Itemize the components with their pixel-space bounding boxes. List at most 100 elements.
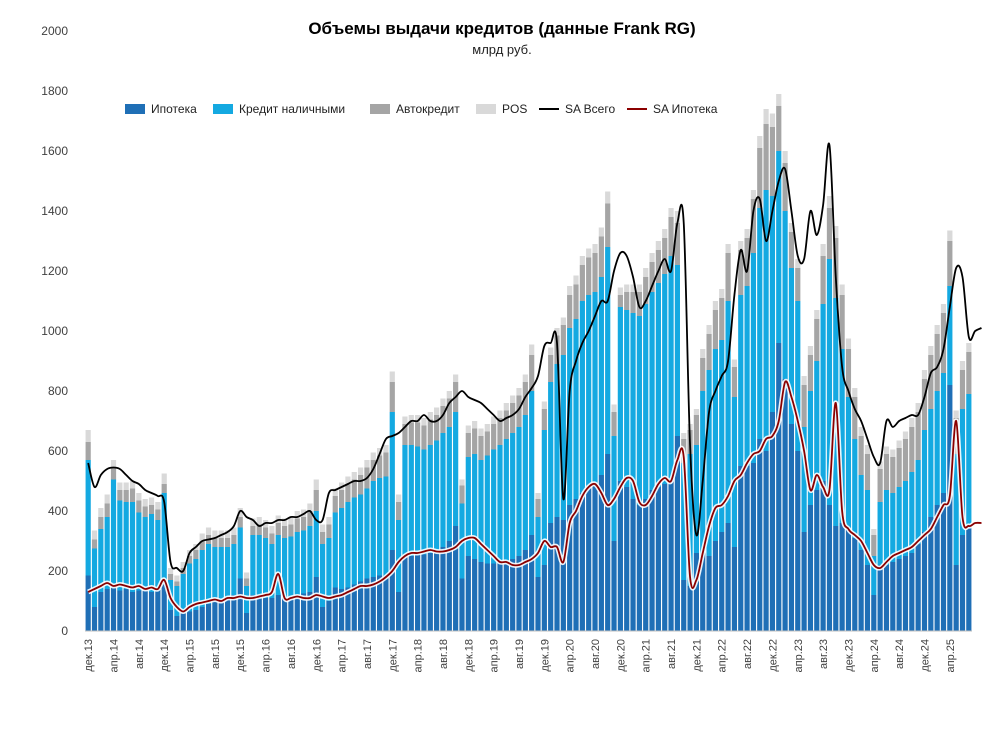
x-tick-label: авг.24: [894, 639, 906, 669]
bar-avtokredit: [598, 236, 604, 277]
bar-pos: [731, 359, 738, 367]
x-tick-label: авг.21: [666, 639, 678, 669]
bar-kredit-nalichnymi: [491, 449, 497, 564]
bar-avtokredit: [655, 250, 661, 283]
bar-kredit-nalichnymi: [370, 481, 376, 577]
bar-pos: [294, 511, 300, 519]
bar-pos: [250, 518, 256, 526]
bar-pos: [959, 361, 966, 370]
bar-avtokredit: [674, 223, 680, 265]
bar-pos: [123, 482, 129, 490]
bar-kredit-nalichnymi: [421, 449, 427, 555]
bar-ipoteka: [719, 532, 725, 631]
bar-avtokredit: [586, 257, 592, 295]
bar-avtokredit: [224, 538, 231, 547]
bar-kredit-nalichnymi: [738, 295, 744, 466]
x-tick-label: апр.20: [565, 639, 577, 672]
bar-avtokredit: [883, 454, 890, 490]
bar-pos: [668, 208, 674, 217]
bar-kredit-nalichnymi: [852, 439, 858, 538]
bar-avtokredit: [186, 556, 193, 564]
bar-pos: [630, 284, 636, 292]
bar-ipoteka: [725, 523, 731, 631]
bar-ipoteka: [598, 475, 604, 631]
bar-ipoteka: [605, 454, 611, 631]
bar-ipoteka: [332, 587, 338, 631]
bar-ipoteka: [877, 565, 883, 631]
bar-kredit-nalichnymi: [940, 373, 947, 493]
bar-kredit-nalichnymi: [611, 436, 617, 541]
bar-avtokredit: [396, 502, 402, 520]
bar-kredit-nalichnymi: [110, 479, 117, 588]
bar-kredit-nalichnymi: [871, 556, 877, 595]
bar-kredit-nalichnymi: [763, 190, 769, 451]
bar-kredit-nalichnymi: [826, 259, 833, 505]
bar-avtokredit: [351, 479, 357, 498]
bar-ipoteka: [757, 439, 763, 631]
bar-pos: [744, 229, 750, 238]
bar-ipoteka: [148, 592, 155, 631]
bar-avtokredit: [402, 424, 408, 445]
bar-pos: [611, 404, 617, 412]
x-tick-label: апр.16: [261, 639, 273, 672]
bar-kredit-nalichnymi: [313, 511, 319, 577]
bar-avtokredit: [864, 454, 871, 490]
bar-pos: [243, 572, 250, 579]
bar-ipoteka: [731, 547, 738, 631]
bar-avtokredit: [155, 509, 161, 520]
bar-kredit-nalichnymi: [548, 382, 554, 523]
bar-kredit-nalichnymi: [275, 535, 281, 595]
bar-ipoteka: [313, 577, 319, 631]
x-tick-label: авг.18: [438, 639, 450, 669]
bar-kredit-nalichnymi: [573, 319, 579, 499]
bar-avtokredit: [174, 581, 180, 586]
bar-avtokredit: [934, 334, 940, 391]
bar-avtokredit: [731, 367, 738, 397]
bar-ipoteka: [706, 556, 712, 631]
bar-ipoteka: [529, 535, 535, 631]
bar-ipoteka: [788, 424, 795, 631]
bar-kredit-nalichnymi: [579, 301, 585, 493]
bar-kredit-nalichnymi: [212, 547, 218, 601]
bar-kredit-nalichnymi: [750, 253, 757, 463]
bar-ipoteka: [928, 517, 934, 631]
bar-kredit-nalichnymi: [288, 536, 294, 597]
bar-avtokredit: [807, 355, 814, 391]
bar-kredit-nalichnymi: [117, 500, 123, 591]
bar-ipoteka: [237, 578, 243, 631]
bar-avtokredit: [744, 238, 750, 286]
bar-avtokredit: [358, 475, 364, 495]
bar-pos: [826, 196, 833, 208]
bar-kredit-nalichnymi: [598, 277, 604, 475]
bar-avtokredit: [826, 208, 833, 259]
bar-kredit-nalichnymi: [966, 394, 972, 526]
x-tick-label: авг.23: [818, 639, 830, 669]
bar-pos: [915, 403, 921, 412]
bar-avtokredit: [326, 524, 332, 538]
bar-avtokredit: [123, 490, 129, 502]
bar-ipoteka: [104, 589, 110, 631]
bar-pos: [110, 460, 117, 468]
bar-pos: [598, 227, 604, 237]
bar-ipoteka: [224, 598, 231, 631]
bar-pos: [459, 479, 465, 486]
bar-ipoteka: [782, 379, 788, 631]
bar-avtokredit: [199, 541, 205, 550]
bar-ipoteka: [161, 580, 167, 631]
bar-avtokredit: [662, 238, 668, 274]
bar-avtokredit: [294, 518, 300, 532]
bar-avtokredit: [541, 409, 547, 430]
bar-ipoteka: [497, 562, 503, 631]
bar-pos: [370, 452, 376, 460]
bar-avtokredit: [814, 319, 820, 361]
bar-ipoteka: [269, 598, 275, 631]
bar-kredit-nalichnymi: [142, 517, 148, 589]
bar-pos: [592, 244, 598, 253]
bar-kredit-nalichnymi: [193, 559, 199, 610]
bar-ipoteka: [288, 596, 294, 631]
bar-pos: [940, 304, 947, 313]
bar-kredit-nalichnymi: [231, 544, 237, 595]
bar-pos: [237, 508, 243, 517]
bar-ipoteka: [852, 538, 858, 631]
bar-avtokredit: [915, 412, 921, 460]
